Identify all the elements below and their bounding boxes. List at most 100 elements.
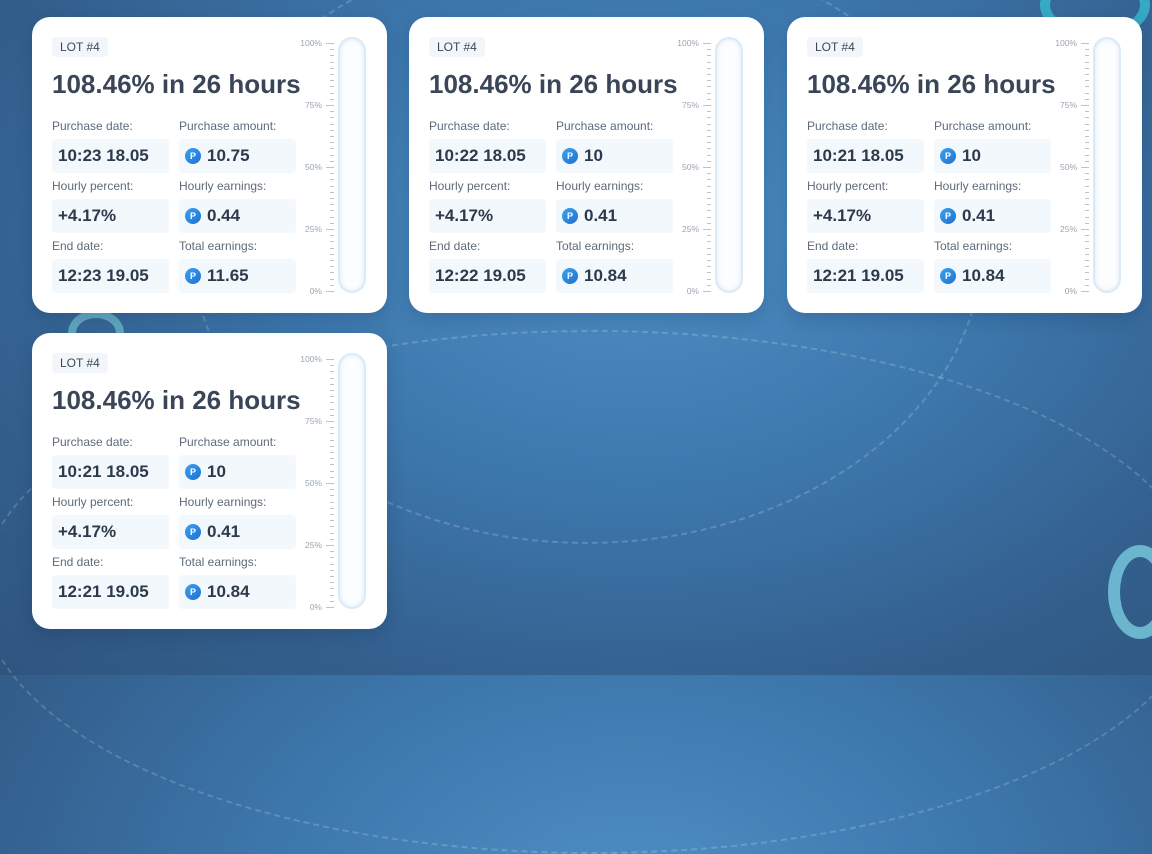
total-earnings-text: 11.65 bbox=[207, 266, 249, 285]
scale-label: 100% bbox=[677, 38, 699, 48]
scale-tick bbox=[330, 551, 334, 553]
scale-tick bbox=[330, 439, 334, 441]
progress-gauge bbox=[715, 37, 743, 293]
scale-tick bbox=[1085, 111, 1089, 113]
purchase-date-label: Purchase date: bbox=[52, 119, 133, 133]
scale-tick bbox=[330, 501, 334, 503]
scale-tick bbox=[707, 198, 711, 199]
progress-scale: 100% 75% 50% 25% 0% bbox=[1049, 37, 1089, 296]
coin-icon: P bbox=[940, 268, 956, 284]
lot-card: LOT #4 108.46% in 26 hours Purchase date: 1… bbox=[32, 17, 387, 313]
scale-tick bbox=[330, 495, 334, 497]
hourly-percent-value: +4.17% bbox=[429, 199, 546, 233]
scale-tick bbox=[1085, 173, 1089, 175]
decorative-coin bbox=[1108, 545, 1152, 639]
scale-tick bbox=[330, 98, 334, 100]
progress-gauge bbox=[338, 37, 366, 293]
scale-tick bbox=[330, 272, 334, 274]
coin-icon: P bbox=[562, 148, 578, 164]
coin-icon: P bbox=[185, 584, 201, 600]
scale-tick bbox=[1085, 80, 1089, 82]
scale-tick bbox=[330, 377, 334, 379]
hourly-percent-label: Hourly percent: bbox=[807, 179, 889, 193]
lot-headline: 108.46% in 26 hours bbox=[52, 69, 301, 99]
scale-tick bbox=[330, 538, 334, 540]
purchase-amount-label: Purchase amount: bbox=[934, 119, 1032, 133]
scale-tick bbox=[1085, 148, 1089, 150]
scale-tick bbox=[1085, 123, 1089, 125]
progress-gauge bbox=[338, 353, 366, 609]
progress-scale: 100% 75% 50% 25% 0% bbox=[671, 37, 711, 296]
scale-tick bbox=[707, 241, 711, 243]
coin-icon: P bbox=[185, 148, 201, 164]
scale-label: 50% bbox=[681, 162, 699, 172]
scale-tick bbox=[330, 576, 334, 577]
lot-label: LOT #4 bbox=[807, 37, 863, 57]
scale-tick bbox=[330, 445, 334, 447]
hourly-percent-value: +4.17% bbox=[52, 199, 169, 233]
scale-tick bbox=[326, 421, 334, 422]
scale-tick bbox=[330, 390, 334, 391]
purchase-amount-text: 10.75 bbox=[207, 146, 250, 165]
scale-tick bbox=[1085, 247, 1089, 249]
scale-tick bbox=[1085, 160, 1089, 162]
scale-tick bbox=[1085, 235, 1089, 237]
total-earnings-value: P 11.65 bbox=[179, 259, 296, 293]
scale-tick bbox=[330, 253, 334, 255]
scale-tick bbox=[330, 235, 334, 237]
scale-tick bbox=[1085, 86, 1089, 88]
scale-tick bbox=[1085, 198, 1089, 199]
scale-tick bbox=[707, 204, 711, 206]
lot-headline: 108.46% in 26 hours bbox=[52, 385, 301, 415]
scale-tick bbox=[703, 229, 711, 230]
purchase-date-value: 10:21 18.05 bbox=[52, 455, 169, 489]
scale-tick bbox=[330, 179, 334, 181]
end-date-value: 12:23 19.05 bbox=[52, 259, 169, 293]
scale-tick bbox=[330, 74, 334, 75]
scale-tick bbox=[1085, 191, 1089, 193]
hourly-earnings-label: Hourly earnings: bbox=[934, 179, 1022, 193]
scale-label: 25% bbox=[681, 224, 699, 234]
scale-tick bbox=[1085, 260, 1089, 261]
scale-tick bbox=[707, 55, 711, 57]
scale-tick bbox=[330, 526, 334, 528]
scale-label: 75% bbox=[1059, 100, 1077, 110]
scale-tick bbox=[330, 582, 334, 584]
scale-label: 50% bbox=[304, 162, 322, 172]
scale-tick bbox=[707, 235, 711, 237]
scale-tick bbox=[326, 607, 334, 608]
scale-tick bbox=[330, 427, 334, 429]
scale-tick bbox=[330, 191, 334, 193]
end-date-text: 12:23 19.05 bbox=[58, 266, 149, 285]
scale-label: 25% bbox=[1059, 224, 1077, 234]
hourly-percent-text: +4.17% bbox=[813, 206, 872, 225]
hourly-earnings-value: P 0.41 bbox=[934, 199, 1051, 233]
scale-tick bbox=[1085, 266, 1089, 268]
scale-tick bbox=[330, 371, 334, 373]
scale-tick bbox=[1085, 185, 1089, 187]
hourly-percent-label: Hourly percent: bbox=[52, 495, 134, 509]
total-earnings-value: P 10.84 bbox=[179, 575, 296, 609]
scale-tick bbox=[707, 154, 711, 156]
scale-tick bbox=[1081, 43, 1089, 44]
purchase-date-label: Purchase date: bbox=[807, 119, 888, 133]
scale-tick bbox=[707, 253, 711, 255]
lot-headline: 108.46% in 26 hours bbox=[807, 69, 1056, 99]
purchase-amount-value: P 10 bbox=[556, 139, 673, 173]
scale-tick bbox=[330, 284, 334, 286]
scale-tick bbox=[1085, 142, 1089, 144]
scale-label: 75% bbox=[681, 100, 699, 110]
scale-tick bbox=[1085, 272, 1089, 274]
scale-tick bbox=[1085, 241, 1089, 243]
scale-tick bbox=[1085, 136, 1089, 137]
scale-tick bbox=[330, 520, 334, 522]
scale-label: 75% bbox=[304, 100, 322, 110]
scale-tick bbox=[707, 247, 711, 249]
scale-tick bbox=[707, 92, 711, 94]
scale-tick bbox=[330, 464, 334, 466]
scale-tick bbox=[1085, 61, 1089, 63]
hourly-percent-text: +4.17% bbox=[435, 206, 494, 225]
hourly-earnings-text: 0.41 bbox=[962, 206, 996, 225]
scale-tick bbox=[1081, 229, 1089, 230]
scale-label: 100% bbox=[1055, 38, 1077, 48]
